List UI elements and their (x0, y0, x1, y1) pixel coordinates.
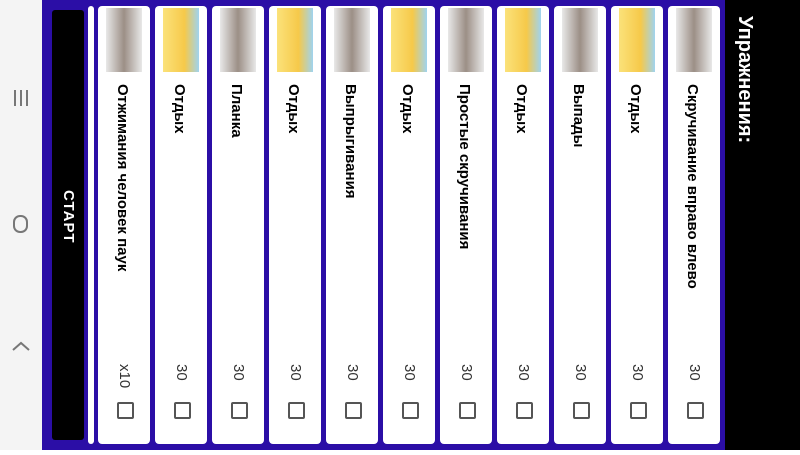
exercise-card[interactable]: Простые скручивания 30 (440, 6, 492, 444)
exercise-name: Выпрыгивания (342, 84, 359, 199)
exercise-count: 30 (686, 364, 703, 381)
exercise-image (391, 8, 427, 72)
checkbox[interactable] (117, 402, 134, 419)
exercise-card[interactable]: Планка 30 (212, 6, 264, 444)
exercise-name: Выпады (570, 84, 587, 148)
card-partial (88, 6, 94, 444)
exercise-image (619, 8, 655, 72)
exercise-image (163, 8, 199, 72)
exercise-card[interactable]: Отдых 30 (155, 6, 207, 444)
exercise-name: Скручивание вправо влево (684, 84, 701, 289)
exercise-image (220, 8, 256, 72)
top-bar (725, 0, 800, 450)
exercise-count: 30 (287, 364, 304, 381)
checkbox[interactable] (459, 402, 476, 419)
exercise-count: 30 (515, 364, 532, 381)
exercise-card[interactable]: Отжимания человек паук x10 (98, 6, 150, 444)
exercise-card[interactable]: Скручивание вправо влево 30 (668, 6, 720, 444)
exercise-card[interactable]: Отдых 30 (611, 6, 663, 444)
exercise-name: Планка (228, 84, 245, 138)
exercise-name: Отдых (285, 84, 302, 134)
checkbox[interactable] (345, 402, 362, 419)
exercise-card[interactable]: Отдых 30 (383, 6, 435, 444)
checkbox[interactable] (630, 402, 647, 419)
exercise-count: 30 (572, 364, 589, 381)
exercise-count: 30 (401, 364, 418, 381)
nav-bar (0, 0, 42, 450)
exercise-count: 30 (173, 364, 190, 381)
exercise-name: Простые скручивания (456, 84, 473, 250)
nav-icons (12, 90, 30, 351)
exercise-name: Отдых (513, 84, 530, 134)
exercise-image (562, 8, 598, 72)
exercise-card[interactable]: Отдых 30 (269, 6, 321, 444)
exercise-name: Отдых (627, 84, 644, 134)
start-label[interactable]: СТАРТ (60, 190, 77, 244)
checkbox[interactable] (231, 402, 248, 419)
checkbox[interactable] (402, 402, 419, 419)
exercise-name: Отдых (399, 84, 416, 134)
exercise-count: x10 (116, 364, 133, 389)
start-button[interactable] (52, 10, 84, 440)
exercise-image (277, 8, 313, 72)
exercise-count: 30 (458, 364, 475, 381)
checkbox[interactable] (687, 402, 704, 419)
exercise-name: Отдых (171, 84, 188, 134)
exercise-image (448, 8, 484, 72)
checkbox[interactable] (516, 402, 533, 419)
exercise-image (505, 8, 541, 72)
exercise-image (106, 8, 142, 72)
exercise-card[interactable]: Выпрыгивания 30 (326, 6, 378, 444)
exercise-count: 30 (230, 364, 247, 381)
exercise-card[interactable]: Отдых 30 (497, 6, 549, 444)
checkbox[interactable] (174, 402, 191, 419)
checkbox[interactable] (288, 402, 305, 419)
exercise-image (334, 8, 370, 72)
exercise-card[interactable]: Выпады 30 (554, 6, 606, 444)
exercise-image (676, 8, 712, 72)
exercise-count: 30 (629, 364, 646, 381)
title: Упражнения: (734, 16, 756, 144)
checkbox[interactable] (573, 402, 590, 419)
exercise-count: 30 (344, 364, 361, 381)
exercise-name: Отжимания человек паук (114, 84, 131, 272)
